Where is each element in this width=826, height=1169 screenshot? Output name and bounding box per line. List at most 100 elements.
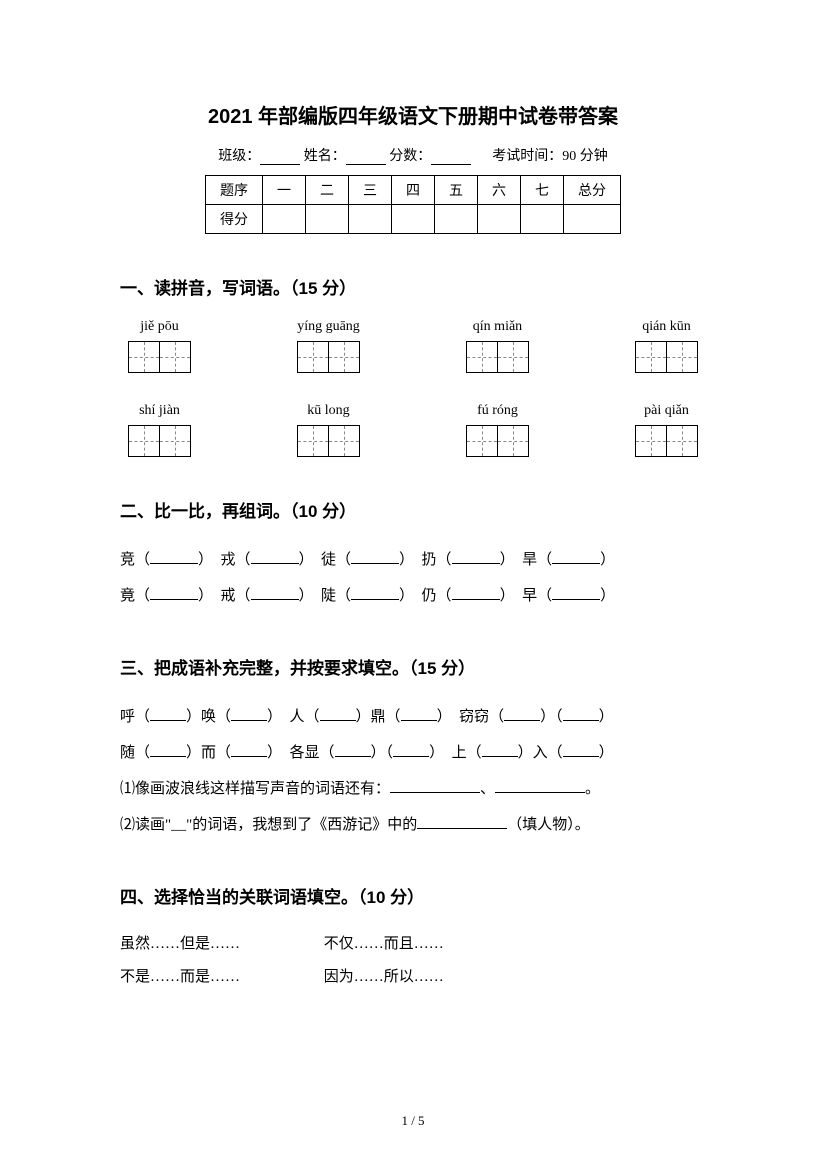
table-row: 题序 一 二 三 四 五 六 七 总分 — [206, 176, 621, 205]
class-label: 班级： — [218, 149, 260, 164]
char-box[interactable] — [159, 425, 191, 457]
pinyin-item: qín miǎn — [466, 319, 529, 373]
char-box[interactable] — [635, 425, 667, 457]
char-box[interactable] — [635, 341, 667, 373]
answer-blank[interactable] — [495, 778, 585, 793]
text-fragment: 竞（ — [120, 552, 150, 568]
score-cell[interactable] — [306, 205, 349, 234]
char-boxes[interactable] — [635, 341, 698, 373]
char-box[interactable] — [328, 425, 360, 457]
score-cell[interactable] — [392, 205, 435, 234]
answer-blank[interactable] — [351, 585, 399, 600]
answer-blank[interactable] — [351, 549, 399, 564]
char-box[interactable] — [497, 425, 529, 457]
answer-blank[interactable] — [335, 742, 371, 757]
answer-blank[interactable] — [320, 706, 356, 721]
answer-blank[interactable] — [390, 778, 480, 793]
compare-line-1: 竞（） 戎（） 徒（） 扔（） 旱（） — [120, 542, 706, 578]
answer-blank[interactable] — [251, 549, 299, 564]
answer-blank[interactable] — [417, 814, 507, 829]
answer-blank[interactable] — [393, 742, 429, 757]
text-fragment: ） 旱（ — [500, 552, 553, 568]
text-fragment: ） — [599, 745, 614, 761]
answer-blank[interactable] — [150, 549, 198, 564]
text-fragment: ） 戎（ — [198, 552, 251, 568]
sub-question-2: ⑵读画"__"的词语，我想到了《西游记》中的（填人物）。 — [120, 807, 706, 843]
score-cell[interactable] — [435, 205, 478, 234]
text-fragment: ） 人（ — [267, 709, 320, 725]
answer-blank[interactable] — [401, 706, 437, 721]
header-cell: 四 — [392, 176, 435, 205]
score-cell[interactable] — [478, 205, 521, 234]
text-fragment: 随（ — [120, 745, 150, 761]
char-boxes[interactable] — [466, 341, 529, 373]
answer-blank[interactable] — [231, 742, 267, 757]
exam-title: 2021 年部编版四年级语文下册期中试卷带答案 — [120, 100, 706, 129]
char-box[interactable] — [159, 341, 191, 373]
char-boxes[interactable] — [297, 425, 360, 457]
answer-blank[interactable] — [552, 585, 600, 600]
name-blank[interactable] — [346, 151, 386, 165]
answer-blank[interactable] — [563, 742, 599, 757]
char-box[interactable] — [128, 425, 160, 457]
text-fragment: ） 早（ — [500, 588, 553, 604]
answer-blank[interactable] — [504, 706, 540, 721]
text-fragment: ） 各显（ — [267, 745, 335, 761]
score-row-label: 得分 — [206, 205, 263, 234]
answer-blank[interactable] — [150, 706, 186, 721]
conj-option: 虽然……但是…… — [120, 928, 320, 961]
text-fragment: ）鼎（ — [356, 709, 401, 725]
q2-quote: "__" — [165, 817, 192, 833]
char-box[interactable] — [466, 341, 498, 373]
char-boxes[interactable] — [297, 341, 360, 373]
answer-blank[interactable] — [552, 549, 600, 564]
char-box[interactable] — [328, 341, 360, 373]
score-cell[interactable] — [521, 205, 564, 234]
answer-blank[interactable] — [563, 706, 599, 721]
char-box[interactable] — [497, 341, 529, 373]
page-number: 1 / 5 — [0, 1113, 826, 1129]
answer-blank[interactable] — [452, 549, 500, 564]
q2-suffix: （填人物）。 — [507, 817, 590, 833]
score-label: 分数： — [389, 149, 431, 164]
text-fragment: ）（ — [540, 709, 563, 725]
char-box[interactable] — [128, 341, 160, 373]
text-fragment: 竟（ — [120, 588, 150, 604]
text-fragment: ） 上（ — [429, 745, 482, 761]
text-fragment: ） 陡（ — [299, 588, 352, 604]
char-box[interactable] — [666, 425, 698, 457]
char-boxes[interactable] — [128, 341, 191, 373]
header-cell: 二 — [306, 176, 349, 205]
score-cell[interactable] — [564, 205, 621, 234]
pinyin-label: pài qiǎn — [644, 403, 689, 419]
answer-blank[interactable] — [150, 742, 186, 757]
q2-prefix: ⑵ — [120, 817, 135, 833]
q2-text-a: 读画 — [135, 817, 165, 833]
section-heading: 二、比一比，再组词。（10 分） — [120, 497, 706, 522]
answer-blank[interactable] — [231, 706, 267, 721]
section-2: 二、比一比，再组词。（10 分） 竞（） 戎（） 徒（） 扔（） 旱（） 竟（）… — [120, 497, 706, 614]
answer-blank[interactable] — [482, 742, 518, 757]
class-blank[interactable] — [260, 151, 300, 165]
answer-blank[interactable] — [251, 585, 299, 600]
text-fragment: ） — [599, 709, 614, 725]
pinyin-label: qián kūn — [642, 319, 691, 335]
pinyin-label: kū long — [307, 403, 349, 419]
header-cell: 题序 — [206, 176, 263, 205]
char-box[interactable] — [666, 341, 698, 373]
char-boxes[interactable] — [128, 425, 191, 457]
char-boxes[interactable] — [466, 425, 529, 457]
char-box[interactable] — [297, 341, 329, 373]
char-boxes[interactable] — [635, 425, 698, 457]
conj-row-1: 虽然……但是…… 不仅……而且…… — [120, 928, 706, 961]
char-box[interactable] — [297, 425, 329, 457]
answer-blank[interactable] — [452, 585, 500, 600]
score-cell[interactable] — [349, 205, 392, 234]
pinyin-label: yíng guāng — [297, 319, 360, 335]
score-blank[interactable] — [431, 151, 471, 165]
char-box[interactable] — [466, 425, 498, 457]
answer-blank[interactable] — [150, 585, 198, 600]
pinyin-item: fú róng — [466, 403, 529, 457]
score-cell[interactable] — [263, 205, 306, 234]
pinyin-item: qián kūn — [635, 319, 698, 373]
